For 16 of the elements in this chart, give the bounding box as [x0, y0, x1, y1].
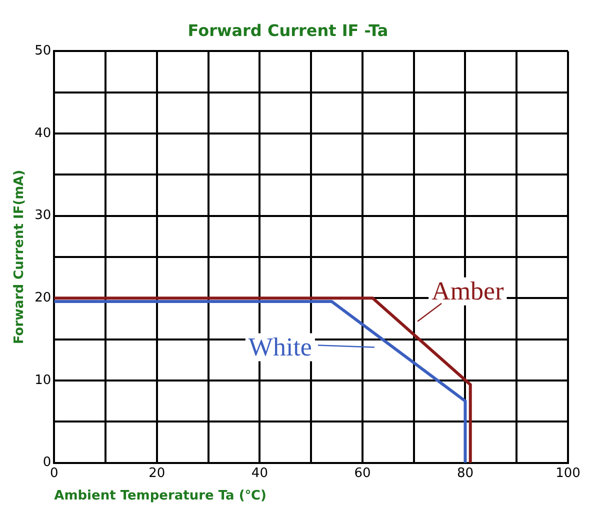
- y-tick-label: 50: [34, 44, 52, 59]
- legend-label: White: [248, 332, 312, 362]
- y-tick-label: 40: [34, 126, 52, 141]
- x-tick-label: 20: [148, 466, 166, 481]
- series-label: Amber: [432, 276, 504, 306]
- y-tick-label: 0: [42, 455, 52, 470]
- chart-title: Forward Current IF -Ta: [188, 20, 388, 40]
- x-tick-label: 60: [354, 466, 371, 481]
- x-tick-label: 100: [556, 466, 580, 481]
- y-axis-title: Forward Current IF(mA): [12, 170, 28, 344]
- x-axis-title: Ambient Temperature Ta (℃): [54, 488, 266, 504]
- y-tick-label: 30: [34, 208, 52, 224]
- x-tick-label: 80: [456, 466, 474, 481]
- y-tick-label: 20: [34, 290, 52, 306]
- y-tick-label: 10: [34, 372, 52, 388]
- x-tick-label: 40: [251, 466, 268, 481]
